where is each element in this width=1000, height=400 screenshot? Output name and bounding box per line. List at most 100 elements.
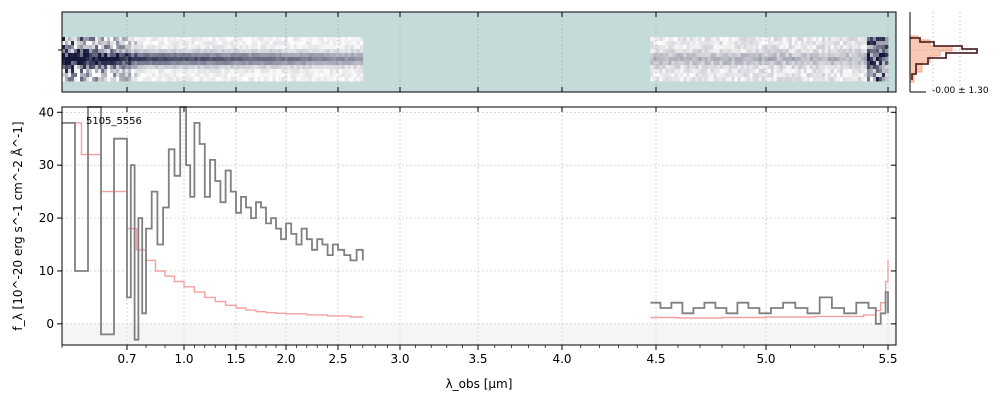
spectrum-2d-cell [104,61,108,66]
spectrum-2d-cell [671,45,675,50]
spectrum-2d-cell [743,61,748,66]
spectrum-2d-cell [212,57,216,62]
spectrum-2d-cell [185,37,189,42]
spectrum-2d-cell [725,61,729,66]
spectrum-2d-cell [824,49,829,54]
spectrum-2d-cell [191,77,195,82]
spectrum-2d-cell [743,57,748,62]
spectrum-2d-cell [665,37,669,42]
spectrum-2d-cell [773,57,778,62]
spectrum-2d-cell [866,65,871,70]
spectrum-2d-cell [269,49,273,54]
spectrum-2d-cell [776,73,781,78]
spectrum-2d-cell [137,45,141,50]
spectrum-2d-cell [110,53,114,58]
spectrum-2d-cell [281,49,285,54]
spectrum-2d-cell [215,41,219,46]
spectrum-2d-cell [806,49,811,54]
spectrum-2d-cell [659,57,663,62]
spectrum-2d-cell [803,37,808,42]
spectrum-2d-cell [872,69,877,74]
spectrum-2d-cell [710,49,714,54]
spectrum-2d-cell [101,45,105,50]
spectrum-2d-cell [86,37,90,42]
spectrum-2d-cell [248,69,252,74]
spectrum-2d-cell [725,49,729,54]
spectrum-2d-cell [344,65,349,70]
spectrum-2d-cell [134,57,138,62]
spectrum-2d-cell [284,77,288,82]
spectrum-2d-cell [782,77,787,82]
spectrum-2d-cell [764,53,769,58]
spectrum-2d-cell [653,65,657,70]
spectrum-2d-cell [128,49,132,54]
spectrum-2d-cell [140,69,144,74]
spectrum-2d-cell [791,65,796,70]
spectrum-2d-cell [320,41,325,46]
spectrum-2d-cell [683,53,687,58]
spectrum-2d-cell [83,77,87,82]
spectrum-2d-cell [656,57,660,62]
spectrum-2d-cell [356,77,361,82]
spectrum-2d-cell [62,65,66,70]
spectrum-2d-cell [128,53,132,58]
spectrum-2d-cell [161,41,165,46]
spectrum-2d-cell [356,61,361,66]
spectrum-2d-cell [863,49,868,54]
spectrum-2d-cell [326,73,331,78]
spectrum-2d-cell [104,41,108,46]
spectrum-2d-cell [338,77,343,82]
spectrum-2d-cell [812,61,817,66]
spectrum-2d-cell [731,73,735,78]
spectrum-2d-cell [329,77,334,82]
spectrum-2d-cell [272,49,276,54]
spectrum-2d-cell [719,73,723,78]
spectrum-2d-cell [242,37,246,42]
spectrum-2d-cell [881,77,886,82]
spectrum-2d-cell [239,49,243,54]
spectrum-2d-cell [305,65,310,70]
spectrum-2d-cell [317,65,322,70]
spectrum-2d-cell [806,37,811,42]
spectrum-2d-cell [785,65,790,70]
spectrum-2d-cell [107,37,111,42]
spectrum-2d-cell [215,69,219,74]
spectrum-2d-cell [77,53,81,58]
spectrum-2d-cell [716,41,720,46]
spectrum-2d-cell [191,73,195,78]
spectrum-2d-cell [284,45,288,50]
spectrum-2d-cell [233,49,237,54]
spectrum-2d-cell [794,73,799,78]
spectrum-2d-cell [878,53,883,58]
spectrum-2d-cell [767,53,772,58]
spectrum-2d-cell [785,69,790,74]
spectrum-2d-cell [311,69,316,74]
spectrum-2d-cell [131,77,135,82]
spectrum-2d-cell [680,41,684,46]
spectrum-2d-cell [242,53,246,58]
series-group [62,106,889,341]
spectrum-2d-cell [329,61,334,66]
spectrum-2d-cell [740,49,745,54]
spectrum-2d-cell [290,41,295,46]
spectrum-2d-cell [719,37,723,42]
spectrum-2d-cell [149,77,153,82]
spectrum-2d-cell [236,37,240,42]
spectrum-2d-cell [767,61,772,66]
spectrum-2d-cell [713,37,717,42]
spectrum-2d-cell [701,73,705,78]
spectrum-2d-cell [125,69,129,74]
spectrum-2d-cell [230,73,234,78]
spectrum-2d-cell [191,53,195,58]
spectrum-2d-cell [242,69,246,74]
spectrum-2d-cell [713,45,717,50]
spectrum-2d-cell [152,41,156,46]
spectrum-2d-cell [155,41,159,46]
spectrum-2d-cell [737,37,742,42]
spectrum-2d-cell [803,49,808,54]
spectrum-2d-cell [671,77,675,82]
spectrum-2d-cell [77,57,81,62]
spectrum-2d-block [62,37,364,82]
spectrum-2d-cell [329,53,334,58]
spectrum-2d-cell [110,41,114,46]
